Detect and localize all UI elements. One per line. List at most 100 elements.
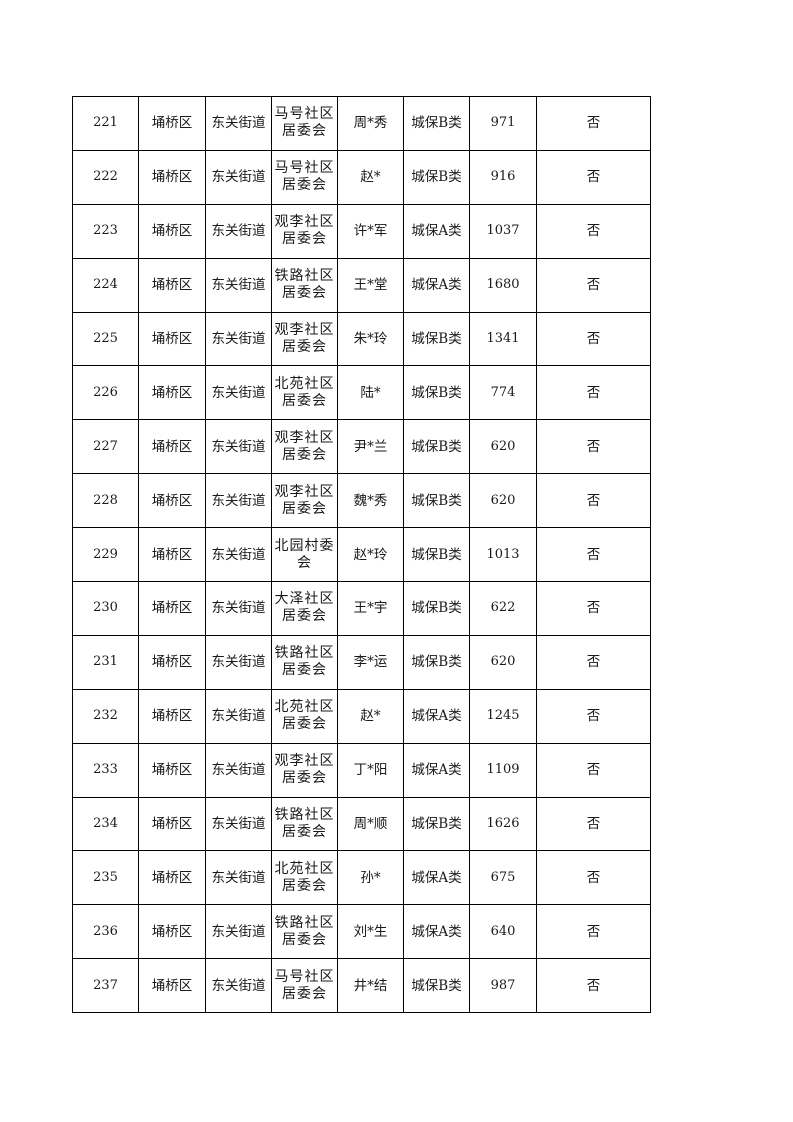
row-number-cell: 232 <box>72 688 139 744</box>
district-cell: 埇桥区 <box>138 149 206 205</box>
name-cell: 赵* <box>337 149 404 205</box>
row-number-cell: 230 <box>72 581 139 636</box>
name-cell: 周*秀 <box>337 96 404 151</box>
category-cell: 城保A类 <box>403 257 470 313</box>
name-cell: 周*顺 <box>337 796 404 852</box>
table-row: 231 埇桥区 东关街道 铁路社区居委会 李*运 城保B类 620 否 <box>72 634 651 690</box>
flag-cell: 否 <box>536 257 651 313</box>
category-cell: 城保B类 <box>403 634 470 690</box>
category-cell: 城保B类 <box>403 473 470 529</box>
flag-cell: 否 <box>536 149 651 205</box>
amount-cell: 640 <box>469 904 537 960</box>
district-cell: 埇桥区 <box>138 419 206 475</box>
amount-cell: 1109 <box>469 742 537 798</box>
amount-cell: 1037 <box>469 203 537 259</box>
street-cell: 东关街道 <box>205 203 272 259</box>
district-cell: 埇桥区 <box>138 796 206 852</box>
row-number-cell: 236 <box>72 904 139 960</box>
name-cell: 陆* <box>337 365 404 421</box>
street-cell: 东关街道 <box>205 688 272 744</box>
flag-cell: 否 <box>536 473 651 529</box>
amount-cell: 1245 <box>469 688 537 744</box>
street-cell: 东关街道 <box>205 311 272 367</box>
data-table: 221 埇桥区 东关街道 马号社区居委会 周*秀 城保B类 971 否 222 埇桥区 东关街道 马号… <box>72 96 651 1014</box>
street-cell: 东关街道 <box>205 796 272 852</box>
community-cell: 马号社区居委会 <box>271 96 338 151</box>
category-cell: 城保B类 <box>403 149 470 205</box>
street-cell: 东关街道 <box>205 958 272 1014</box>
name-cell: 丁*阳 <box>337 742 404 798</box>
category-cell: 城保B类 <box>403 527 470 583</box>
flag-cell: 否 <box>536 365 651 421</box>
community-cell: 北苑社区居委会 <box>271 850 338 906</box>
name-cell: 李*运 <box>337 634 404 690</box>
street-cell: 东关街道 <box>205 904 272 960</box>
category-cell: 城保B类 <box>403 96 470 151</box>
table-row: 235 埇桥区 东关街道 北苑社区居委会 孙* 城保A类 675 否 <box>72 850 651 906</box>
amount-cell: 916 <box>469 149 537 205</box>
community-cell: 马号社区居委会 <box>271 958 338 1014</box>
district-cell: 埇桥区 <box>138 850 206 906</box>
amount-cell: 971 <box>469 96 537 151</box>
district-cell: 埇桥区 <box>138 257 206 313</box>
flag-cell: 否 <box>536 527 651 583</box>
row-number-cell: 221 <box>72 96 139 151</box>
row-number-cell: 227 <box>72 419 139 475</box>
flag-cell: 否 <box>536 634 651 690</box>
row-number-cell: 224 <box>72 257 139 313</box>
name-cell: 赵* <box>337 688 404 744</box>
name-cell: 魏*秀 <box>337 473 404 529</box>
street-cell: 东关街道 <box>205 850 272 906</box>
row-number-cell: 231 <box>72 634 139 690</box>
name-cell: 赵*玲 <box>337 527 404 583</box>
amount-cell: 1626 <box>469 796 537 852</box>
district-cell: 埇桥区 <box>138 527 206 583</box>
flag-cell: 否 <box>536 96 651 151</box>
community-cell: 大泽社区居委会 <box>271 581 338 636</box>
table-row: 236 埇桥区 东关街道 铁路社区居委会 刘*生 城保A类 640 否 <box>72 904 651 960</box>
name-cell: 许*军 <box>337 203 404 259</box>
name-cell: 尹*兰 <box>337 419 404 475</box>
table-row: 225 埇桥区 东关街道 观李社区居委会 朱*玲 城保B类 1341 否 <box>72 311 651 367</box>
community-cell: 马号社区居委会 <box>271 149 338 205</box>
street-cell: 东关街道 <box>205 634 272 690</box>
community-cell: 观李社区居委会 <box>271 203 338 259</box>
row-number-cell: 229 <box>72 527 139 583</box>
table-row: 222 埇桥区 东关街道 马号社区居委会 赵* 城保B类 916 否 <box>72 149 651 205</box>
district-cell: 埇桥区 <box>138 311 206 367</box>
row-number-cell: 223 <box>72 203 139 259</box>
row-number-cell: 233 <box>72 742 139 798</box>
community-cell: 铁路社区居委会 <box>271 796 338 852</box>
amount-cell: 774 <box>469 365 537 421</box>
amount-cell: 1341 <box>469 311 537 367</box>
amount-cell: 1013 <box>469 527 537 583</box>
row-number-cell: 234 <box>72 796 139 852</box>
name-cell: 朱*玲 <box>337 311 404 367</box>
table-row: 224 埇桥区 东关街道 铁路社区居委会 王*堂 城保A类 1680 否 <box>72 257 651 313</box>
street-cell: 东关街道 <box>205 581 272 636</box>
category-cell: 城保A类 <box>403 688 470 744</box>
community-cell: 北园村委会 <box>271 527 338 583</box>
amount-cell: 620 <box>469 419 537 475</box>
district-cell: 埇桥区 <box>138 203 206 259</box>
district-cell: 埇桥区 <box>138 958 206 1014</box>
district-cell: 埇桥区 <box>138 365 206 421</box>
community-cell: 观李社区居委会 <box>271 311 338 367</box>
category-cell: 城保B类 <box>403 958 470 1014</box>
category-cell: 城保A类 <box>403 203 470 259</box>
category-cell: 城保A类 <box>403 850 470 906</box>
name-cell: 井*结 <box>337 958 404 1014</box>
amount-cell: 620 <box>469 473 537 529</box>
amount-cell: 987 <box>469 958 537 1014</box>
category-cell: 城保B类 <box>403 365 470 421</box>
district-cell: 埇桥区 <box>138 473 206 529</box>
table-row: 232 埇桥区 东关街道 北苑社区居委会 赵* 城保A类 1245 否 <box>72 688 651 744</box>
name-cell: 王*堂 <box>337 257 404 313</box>
community-cell: 北苑社区居委会 <box>271 365 338 421</box>
name-cell: 孙* <box>337 850 404 906</box>
community-cell: 观李社区居委会 <box>271 473 338 529</box>
street-cell: 东关街道 <box>205 149 272 205</box>
category-cell: 城保B类 <box>403 796 470 852</box>
row-number-cell: 228 <box>72 473 139 529</box>
district-cell: 埇桥区 <box>138 96 206 151</box>
